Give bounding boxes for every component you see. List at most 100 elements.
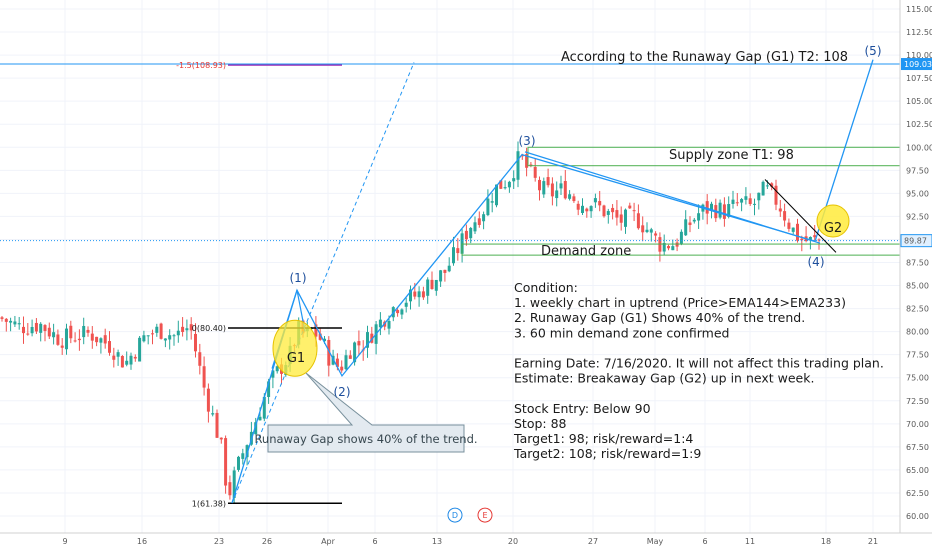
price-tick-label: 110.00	[906, 51, 932, 60]
candle-body	[73, 340, 77, 342]
candle-body	[662, 242, 666, 252]
candle-body	[469, 227, 473, 239]
candle-body	[262, 396, 266, 419]
candle-body	[490, 201, 494, 203]
candle-body	[228, 482, 232, 496]
candle-body	[172, 335, 176, 337]
candle-body	[202, 366, 206, 388]
candle-body	[275, 366, 279, 372]
candle-body	[133, 356, 137, 359]
candle-body	[434, 279, 438, 291]
candle-body	[348, 355, 352, 359]
candle-body	[151, 333, 154, 335]
candle-body	[787, 222, 791, 229]
price-tick-label: 75.00	[906, 374, 929, 383]
candle-body	[495, 184, 498, 206]
candle-body	[516, 151, 520, 180]
candle-body	[146, 335, 150, 337]
time-tick-label: May	[647, 537, 664, 546]
candle-body	[559, 183, 563, 189]
candle-body	[318, 333, 322, 340]
candle-body	[34, 322, 38, 332]
candle-body	[697, 213, 701, 221]
price-tick-label: 92.50	[906, 212, 929, 221]
candle-body	[181, 326, 185, 332]
candle-body	[120, 356, 124, 368]
candle-body	[774, 185, 778, 205]
plan-note-line: Stop: 88	[514, 416, 567, 431]
candle-body	[722, 204, 726, 219]
candle-body	[56, 334, 60, 345]
candle-body	[0, 317, 4, 319]
fib-ext-label: -1.5(108.93)	[176, 61, 226, 70]
candle-body	[335, 358, 339, 367]
plan-note-line: 2. Runaway Gap (G1) Shows 40% of the tre…	[514, 310, 805, 325]
candle-body	[194, 333, 197, 352]
candle-body	[99, 338, 103, 343]
plan-note-line: 1. weekly chart in uptrend (Price>EMA144…	[514, 295, 846, 310]
candle-body	[108, 341, 111, 353]
price-tick-label: 97.50	[906, 166, 929, 175]
candle-body	[710, 203, 713, 211]
price-tick-label: 80.00	[906, 328, 929, 337]
candle-body	[357, 341, 361, 346]
event-marker	[447, 507, 463, 523]
candle-body	[366, 332, 369, 348]
candle-body	[95, 336, 99, 343]
candle-body	[353, 342, 357, 363]
candle-body	[529, 164, 533, 166]
candle-body	[705, 201, 709, 214]
candle-body	[744, 196, 748, 200]
candle-body	[198, 352, 202, 366]
wave-label: (2)	[334, 385, 351, 399]
time-tick-label: 6	[702, 537, 707, 546]
candle-body	[572, 196, 576, 202]
current-price-badge	[900, 234, 932, 248]
candle-body	[512, 178, 516, 182]
fib-bottom-label: 1(61.38)	[192, 499, 226, 508]
candle-body	[396, 310, 400, 314]
candle-body	[82, 325, 86, 338]
candle-body	[654, 233, 658, 236]
candle-body	[237, 456, 240, 470]
candle-body	[581, 205, 584, 213]
candle-body	[731, 199, 735, 204]
candle-body	[770, 183, 774, 187]
wave-label: (5)	[865, 44, 882, 58]
plan-note-line: Target1: 98; risk/reward=1:4	[513, 431, 693, 446]
candle-body	[727, 204, 731, 217]
price-axis-bg	[900, 0, 932, 550]
candle-body	[387, 320, 391, 329]
candle-body	[473, 222, 477, 232]
candle-body	[520, 155, 524, 157]
candle-body	[39, 323, 43, 333]
candle-body	[486, 198, 490, 216]
callout-box	[267, 372, 465, 453]
projection-line	[231, 62, 415, 504]
price-tick-label: 95.00	[906, 189, 929, 198]
time-tick-label: Apr	[321, 537, 336, 546]
headline-label: According to the Runaway Gap (G1) T2: 10…	[561, 50, 848, 65]
candle-body	[619, 214, 623, 223]
candle-body	[761, 181, 765, 196]
candle-body	[26, 333, 30, 335]
plan-note-line: 3. 60 min demand zone confirmed	[514, 325, 729, 340]
time-tick-label: 21	[868, 537, 878, 546]
time-axis[interactable]: 9 16 23 26 Apr 6 13 20 27 May 6 11 18 21 D E	[0, 507, 932, 550]
candle-body	[615, 210, 619, 218]
candle-body	[323, 338, 326, 342]
candle-body	[9, 320, 13, 323]
candle-body	[215, 412, 219, 438]
price-tick-label: 105.00	[906, 97, 932, 106]
candle-body	[477, 218, 481, 225]
annotations: According to the Runaway Gap (G1) T2: 10…	[176, 44, 884, 508]
candle-body	[757, 192, 761, 201]
plan-note-line: Target2: 108; risk/reward=1:9	[513, 446, 701, 461]
candle-body	[430, 279, 434, 289]
time-tick-label: 16	[137, 537, 147, 546]
candle-body	[649, 229, 653, 233]
price-axis[interactable]: 115.00 112.50 110.00 107.50 105.00 102.50 100.…	[899, 0, 932, 550]
candle-body	[611, 207, 615, 213]
candle-body	[813, 235, 817, 238]
